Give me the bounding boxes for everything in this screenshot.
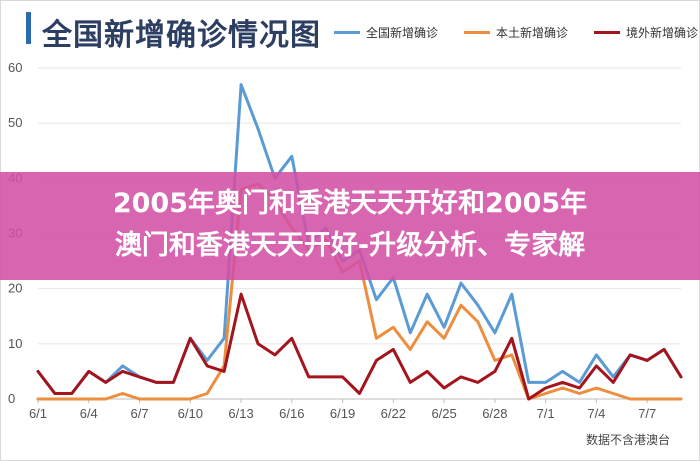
legend-label-imported: 境外新增确诊 — [626, 26, 699, 40]
y-tick-label: 20 — [8, 281, 22, 296]
title-accent-bar — [26, 12, 31, 44]
x-tick-label: 6/4 — [80, 406, 98, 421]
overlay-banner-text: 2005年奥门和香港天天开好和2005年 澳门和香港天天开好-升级分析、专家解 — [0, 183, 700, 267]
y-tick-label: 50 — [8, 115, 22, 130]
legend-item-local: 本土新增确诊 — [464, 24, 568, 41]
y-tick-label: 0 — [8, 391, 15, 406]
series-line-imported — [36, 292, 683, 401]
x-tick-label: 6/25 — [431, 406, 456, 421]
banner-line-1: 2005年奥门和香港天天开好和2005年 — [112, 188, 588, 219]
legend-label-local: 本土新增确诊 — [496, 26, 569, 40]
y-tick-label: 10 — [8, 336, 22, 351]
banner-line-2: 澳门和香港天天开好-升级分析、专家解 — [114, 230, 586, 261]
legend-label-national: 全国新增确诊 — [366, 26, 439, 40]
legend-item-imported: 境外新增确诊 — [594, 24, 698, 41]
x-tick-label: 6/19 — [330, 406, 355, 421]
legend-swatch-imported — [594, 31, 621, 34]
legend-swatch-local — [464, 31, 491, 34]
x-tick-label: 7/4 — [587, 406, 605, 421]
x-tick-label: 6/1 — [29, 406, 47, 421]
legend-swatch-national — [334, 31, 360, 34]
x-tick-label: 7/1 — [537, 406, 555, 421]
x-tick-label: 6/22 — [381, 406, 406, 421]
x-tick-label: 6/13 — [228, 406, 253, 421]
x-tick-label: 7/7 — [638, 406, 656, 421]
x-tick-label: 6/28 — [482, 406, 507, 421]
legend-item-national: 全国新增确诊 — [334, 24, 438, 41]
x-tick-label: 6/7 — [130, 406, 148, 421]
overlay-banner — [0, 172, 700, 280]
x-tick-label: 6/16 — [279, 406, 304, 421]
source-note: 数据不含港澳台 — [585, 433, 670, 447]
x-tick-label: 6/10 — [178, 406, 203, 421]
y-tick-label: 60 — [8, 60, 22, 75]
chart-legend: 全国新增确诊 本土新增确诊 境外新增确诊 — [334, 24, 698, 41]
chart-title: 全国新增确诊情况图 — [42, 18, 321, 53]
